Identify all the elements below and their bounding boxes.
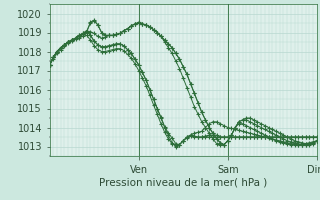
X-axis label: Pression niveau de la mer( hPa ): Pression niveau de la mer( hPa ) [99,178,267,188]
